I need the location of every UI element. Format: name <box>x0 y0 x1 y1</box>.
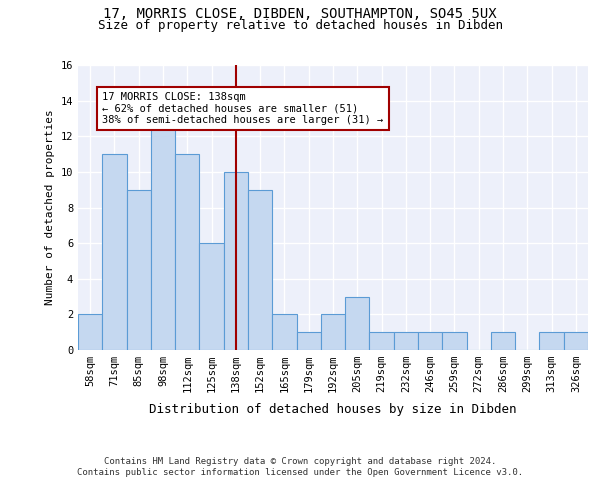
Text: Contains HM Land Registry data © Crown copyright and database right 2024.
Contai: Contains HM Land Registry data © Crown c… <box>77 458 523 477</box>
Text: 17, MORRIS CLOSE, DIBDEN, SOUTHAMPTON, SO45 5UX: 17, MORRIS CLOSE, DIBDEN, SOUTHAMPTON, S… <box>103 8 497 22</box>
Bar <box>151 118 175 350</box>
Bar <box>370 332 394 350</box>
Bar <box>442 332 467 350</box>
Bar <box>224 172 248 350</box>
Bar <box>78 314 102 350</box>
Bar <box>418 332 442 350</box>
Bar <box>321 314 345 350</box>
Bar <box>564 332 588 350</box>
Y-axis label: Number of detached properties: Number of detached properties <box>45 110 55 306</box>
Text: 17 MORRIS CLOSE: 138sqm
← 62% of detached houses are smaller (51)
38% of semi-de: 17 MORRIS CLOSE: 138sqm ← 62% of detache… <box>102 92 383 125</box>
Bar <box>272 314 296 350</box>
Bar <box>102 154 127 350</box>
Bar <box>394 332 418 350</box>
Bar <box>296 332 321 350</box>
Bar <box>345 296 370 350</box>
Bar <box>491 332 515 350</box>
Bar <box>539 332 564 350</box>
Text: Size of property relative to detached houses in Dibden: Size of property relative to detached ho… <box>97 18 503 32</box>
Text: Distribution of detached houses by size in Dibden: Distribution of detached houses by size … <box>149 402 517 415</box>
Bar <box>248 190 272 350</box>
Bar <box>199 243 224 350</box>
Bar <box>175 154 199 350</box>
Bar <box>127 190 151 350</box>
